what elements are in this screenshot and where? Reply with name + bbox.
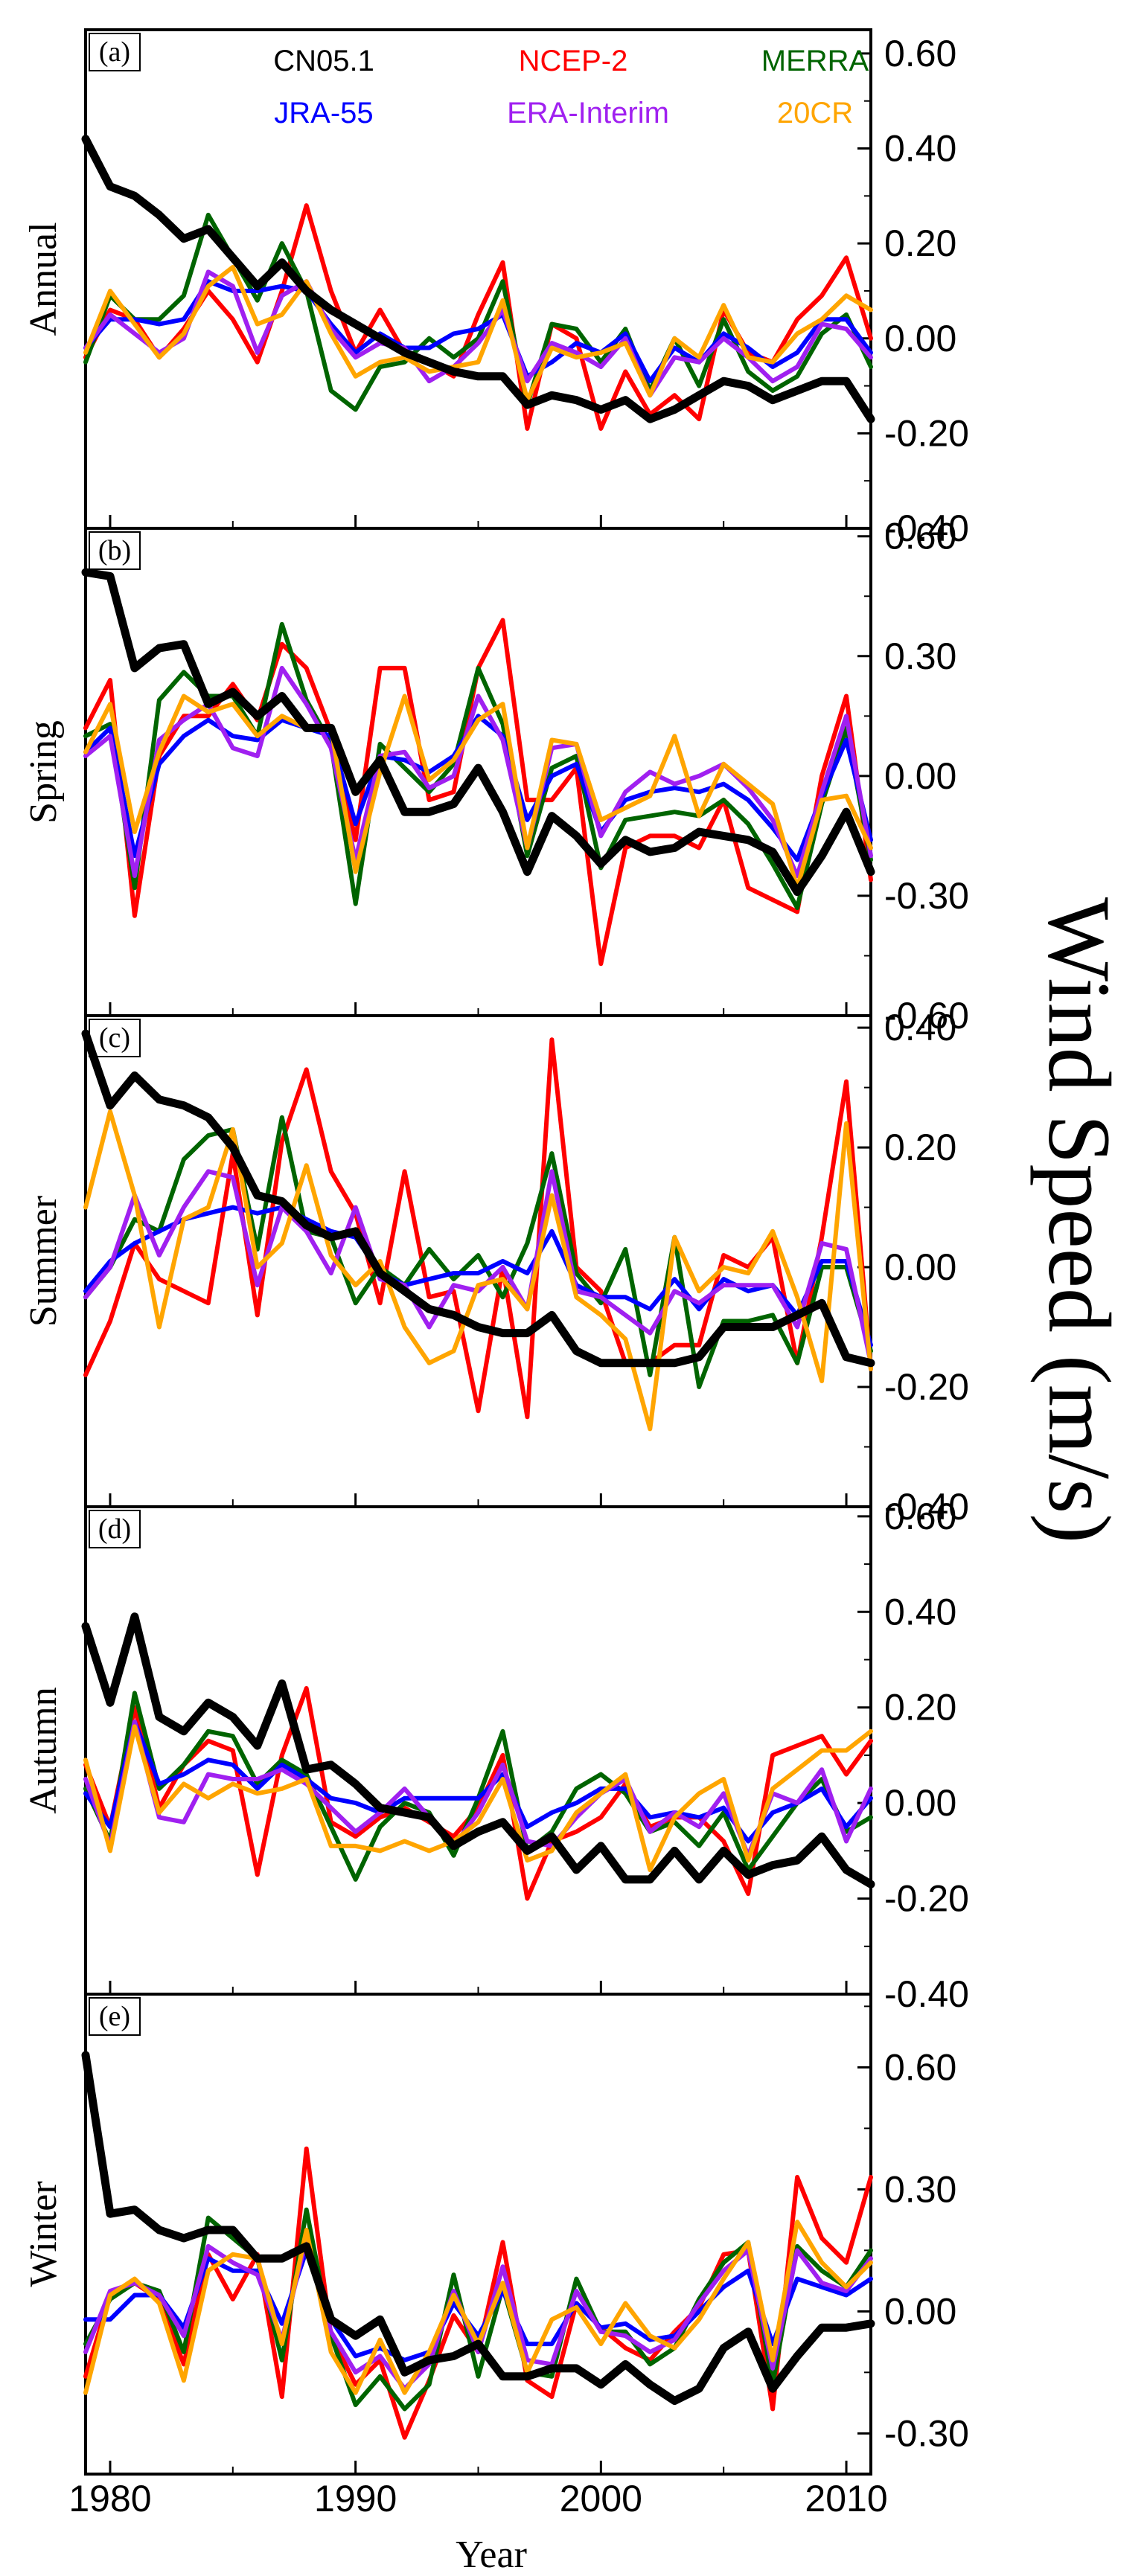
panel-tag: (b) [98, 535, 131, 566]
y-tick-label: 0.30 [884, 2168, 956, 2210]
series-line-20cr [83, 1109, 873, 1432]
legend-entry-ncep-2: NCEP-2 [519, 45, 628, 77]
panel-winter: -0.30 0.00 0.30 0.60 (e) Winter [22, 1993, 969, 2476]
series-line-merra [83, 2207, 873, 2412]
series-line-jra-55 [83, 2248, 873, 2362]
series-line-cn05-1 [81, 1612, 875, 1888]
panel-tag-box [89, 33, 141, 71]
y-tick-label: 0.60 [884, 516, 956, 557]
y-tick-label: 0.00 [884, 755, 956, 797]
legend-entry-era-interim: ERA-Interim [507, 97, 669, 129]
x-axis: 1980 1990 2000 2010 [68, 2478, 887, 2519]
legend: CN05.1 NCEP-2 MERRA JRA-55 ERA-Interim 20CR [273, 45, 869, 129]
series-line-merra [83, 1115, 873, 1389]
panel-summer: -0.40 -0.20 0.00 0.20 0.40 (c) Summer [22, 1007, 969, 1528]
y-tick-label: -0.40 [884, 1486, 969, 1528]
series-line-era-interim [83, 269, 873, 398]
panel-tag-box [89, 1019, 141, 1057]
legend-entry-20cr: 20CR [777, 97, 853, 129]
panel-autumn: -0.40 -0.20 0.00 0.20 0.40 0.60 (d) Autumn [22, 1496, 969, 2015]
panel-label: Winter [22, 2181, 65, 2287]
series-line-merra [83, 212, 873, 412]
panel-spring: -0.60 -0.30 0.00 0.30 0.60 (b) Spring [22, 516, 969, 1037]
y-tick-label: -0.60 [884, 995, 969, 1037]
y-tick-label: -0.20 [884, 1878, 969, 1920]
y-tick-label: 0.20 [884, 1687, 956, 1728]
panel-label: Autumn [22, 1687, 65, 1813]
y-tick-label: 0.00 [884, 318, 956, 359]
series-line-cn05-1 [81, 2051, 875, 2406]
legend-entry-cn05-1: CN05.1 [273, 45, 374, 77]
y-tick-label: 0.20 [884, 222, 956, 264]
series-line-cn05-1 [81, 568, 875, 897]
panel-frame [84, 1505, 872, 1996]
x-tick-label: 2010 [805, 2478, 887, 2519]
x-tick-label: 1990 [314, 2478, 397, 2519]
series-line-20cr [83, 693, 873, 891]
panel-label: Summer [22, 1196, 65, 1327]
series-line-ncep-2 [83, 203, 873, 431]
x-tick-label: 2000 [560, 2478, 642, 2519]
panel-tag-box [89, 1510, 141, 1548]
y-tick-label: 0.60 [884, 1496, 956, 1537]
panel-tag: (a) [99, 36, 130, 68]
series-line-20cr [83, 1724, 873, 1872]
series-line-ncep-2 [83, 1037, 873, 1420]
y-tick-label: -0.40 [884, 507, 969, 549]
y-tick-label: -0.40 [884, 1973, 969, 2015]
y-tick-label: 0.00 [884, 1782, 956, 1824]
y-tick-label: 0.20 [884, 1127, 956, 1168]
panels-group: -0.40 -0.20 0.00 0.20 0.40 0.60 (a) Annual -0.60… [22, 28, 969, 2476]
series-line-20cr [83, 265, 873, 403]
x-axis-title: Year [456, 2534, 527, 2576]
series-line-jra-55 [83, 714, 873, 862]
y-tick-label: -0.20 [884, 412, 969, 454]
y-axis-title: Wind Speed (m/s) [1030, 897, 1129, 1543]
y-tick-label: 0.40 [884, 1007, 956, 1048]
x-tick-label: 1980 [68, 2478, 151, 2519]
panel-tag: (c) [99, 1022, 130, 1054]
y-tick-label: 0.00 [884, 1246, 956, 1288]
series-line-cn05-1 [81, 135, 875, 423]
panel-tag-box [89, 1997, 141, 2036]
y-tick-label: 0.60 [884, 2046, 956, 2088]
panel-label: Spring [22, 720, 65, 824]
legend-entry-merra: MERRA [761, 45, 869, 77]
panel-tag: (e) [99, 2001, 130, 2032]
y-tick-label: -0.20 [884, 1366, 969, 1408]
y-tick-label: -0.30 [884, 875, 969, 917]
panel-label: Annual [22, 222, 65, 336]
y-tick-label: 0.30 [884, 635, 956, 677]
panel-tag-box [89, 531, 141, 570]
panel-annual: -0.40 -0.20 0.00 0.20 0.40 0.60 (a) Annual [22, 28, 969, 549]
panel-tag: (d) [98, 1513, 131, 1545]
y-tick-label: 0.60 [884, 33, 956, 74]
y-tick-label: 0.40 [884, 1591, 956, 1633]
legend-entry-jra-55: JRA-55 [274, 97, 373, 129]
y-tick-label: 0.00 [884, 2290, 956, 2332]
y-tick-label: -0.30 [884, 2412, 969, 2454]
series-line-cn05-1 [81, 1029, 875, 1368]
y-tick-label: 0.40 [884, 128, 956, 170]
